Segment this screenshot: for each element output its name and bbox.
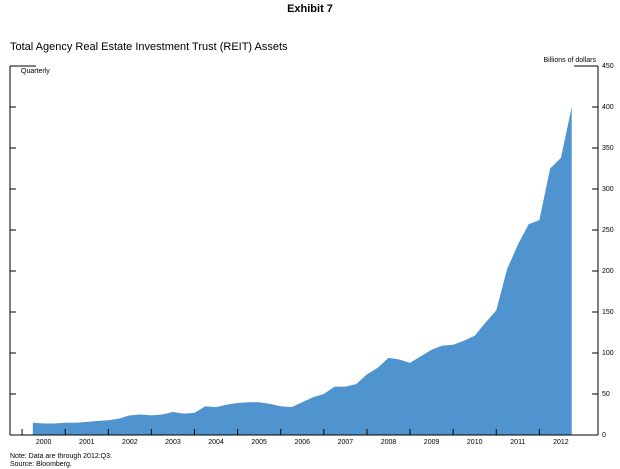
chart-title: Total Agency Real Estate Investment Trus… xyxy=(10,41,288,53)
y-tick-label: 400 xyxy=(602,104,614,111)
x-tick-label: 2007 xyxy=(338,439,354,446)
y-tick-label: 300 xyxy=(602,186,614,193)
area xyxy=(32,107,572,435)
x-annotation: Quarterly xyxy=(21,68,50,75)
y-tick-label: 50 xyxy=(602,391,610,398)
source: Source: Bloomberg. xyxy=(10,461,72,468)
y-tick-label: 250 xyxy=(602,227,614,234)
x-tick-label: 2008 xyxy=(381,439,397,446)
y-tick-label: 200 xyxy=(602,268,614,275)
y-axis-label: Billions of dollars xyxy=(543,57,596,64)
note: Note: Data are through 2012:Q3. xyxy=(10,453,112,460)
y-tick-label: 150 xyxy=(602,309,614,316)
x-tick-label: 2006 xyxy=(294,439,310,446)
x-tick-label: 2005 xyxy=(251,439,267,446)
y-tick-label: 100 xyxy=(602,350,614,357)
y-tick-label: 450 xyxy=(602,63,614,70)
x-tick-label: 2001 xyxy=(79,439,95,446)
x-tick-label: 2002 xyxy=(122,439,138,446)
x-tick-label: 2010 xyxy=(467,439,483,446)
x-tick-label: 2012 xyxy=(553,439,569,446)
x-tick-label: 2003 xyxy=(165,439,181,446)
exhibit-header: Exhibit 7 xyxy=(287,3,333,15)
x-tick-label: 2004 xyxy=(208,439,224,446)
x-tick-label: 2011 xyxy=(510,439,525,446)
x-tick-label: 2009 xyxy=(424,439,440,446)
y-tick-label: 0 xyxy=(602,432,606,439)
x-tick-label: 2000 xyxy=(36,439,52,446)
y-tick-label: 350 xyxy=(602,145,614,152)
